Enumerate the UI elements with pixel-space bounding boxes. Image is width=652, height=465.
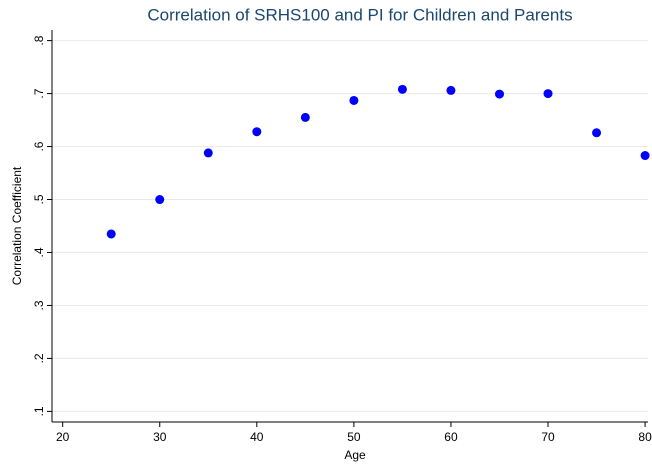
- x-tick-label: 30: [153, 430, 167, 444]
- point: [203, 148, 213, 158]
- chart-title: Correlation of SRHS100 and PI for Childr…: [147, 5, 572, 24]
- y-tick-label: .6: [32, 141, 46, 151]
- y-tick-label: .7: [32, 88, 46, 98]
- point: [300, 112, 310, 122]
- y-tick-label: .1: [32, 406, 46, 416]
- point: [446, 85, 456, 95]
- point: [640, 151, 650, 161]
- x-tick-label: 60: [444, 430, 458, 444]
- point: [592, 128, 602, 138]
- y-tick-label: .5: [32, 194, 46, 204]
- x-tick-label: 70: [541, 430, 555, 444]
- x-axis-title: Age: [344, 448, 366, 462]
- y-tick-label: .2: [32, 353, 46, 363]
- y-tick-label: .3: [32, 300, 46, 310]
- point: [155, 195, 165, 205]
- point: [252, 127, 262, 137]
- point: [494, 89, 504, 99]
- y-axis-title: Correlation Coefficient: [10, 166, 24, 285]
- point: [397, 84, 407, 94]
- x-tick-label: 50: [347, 430, 361, 444]
- y-tick-label: .8: [32, 35, 46, 45]
- x-tick-label: 80: [638, 430, 652, 444]
- point: [349, 95, 359, 105]
- point: [106, 229, 116, 239]
- point: [543, 89, 553, 99]
- y-tick-label: .4: [32, 247, 46, 257]
- x-tick-label: 40: [250, 430, 264, 444]
- x-tick-label: 20: [56, 430, 70, 444]
